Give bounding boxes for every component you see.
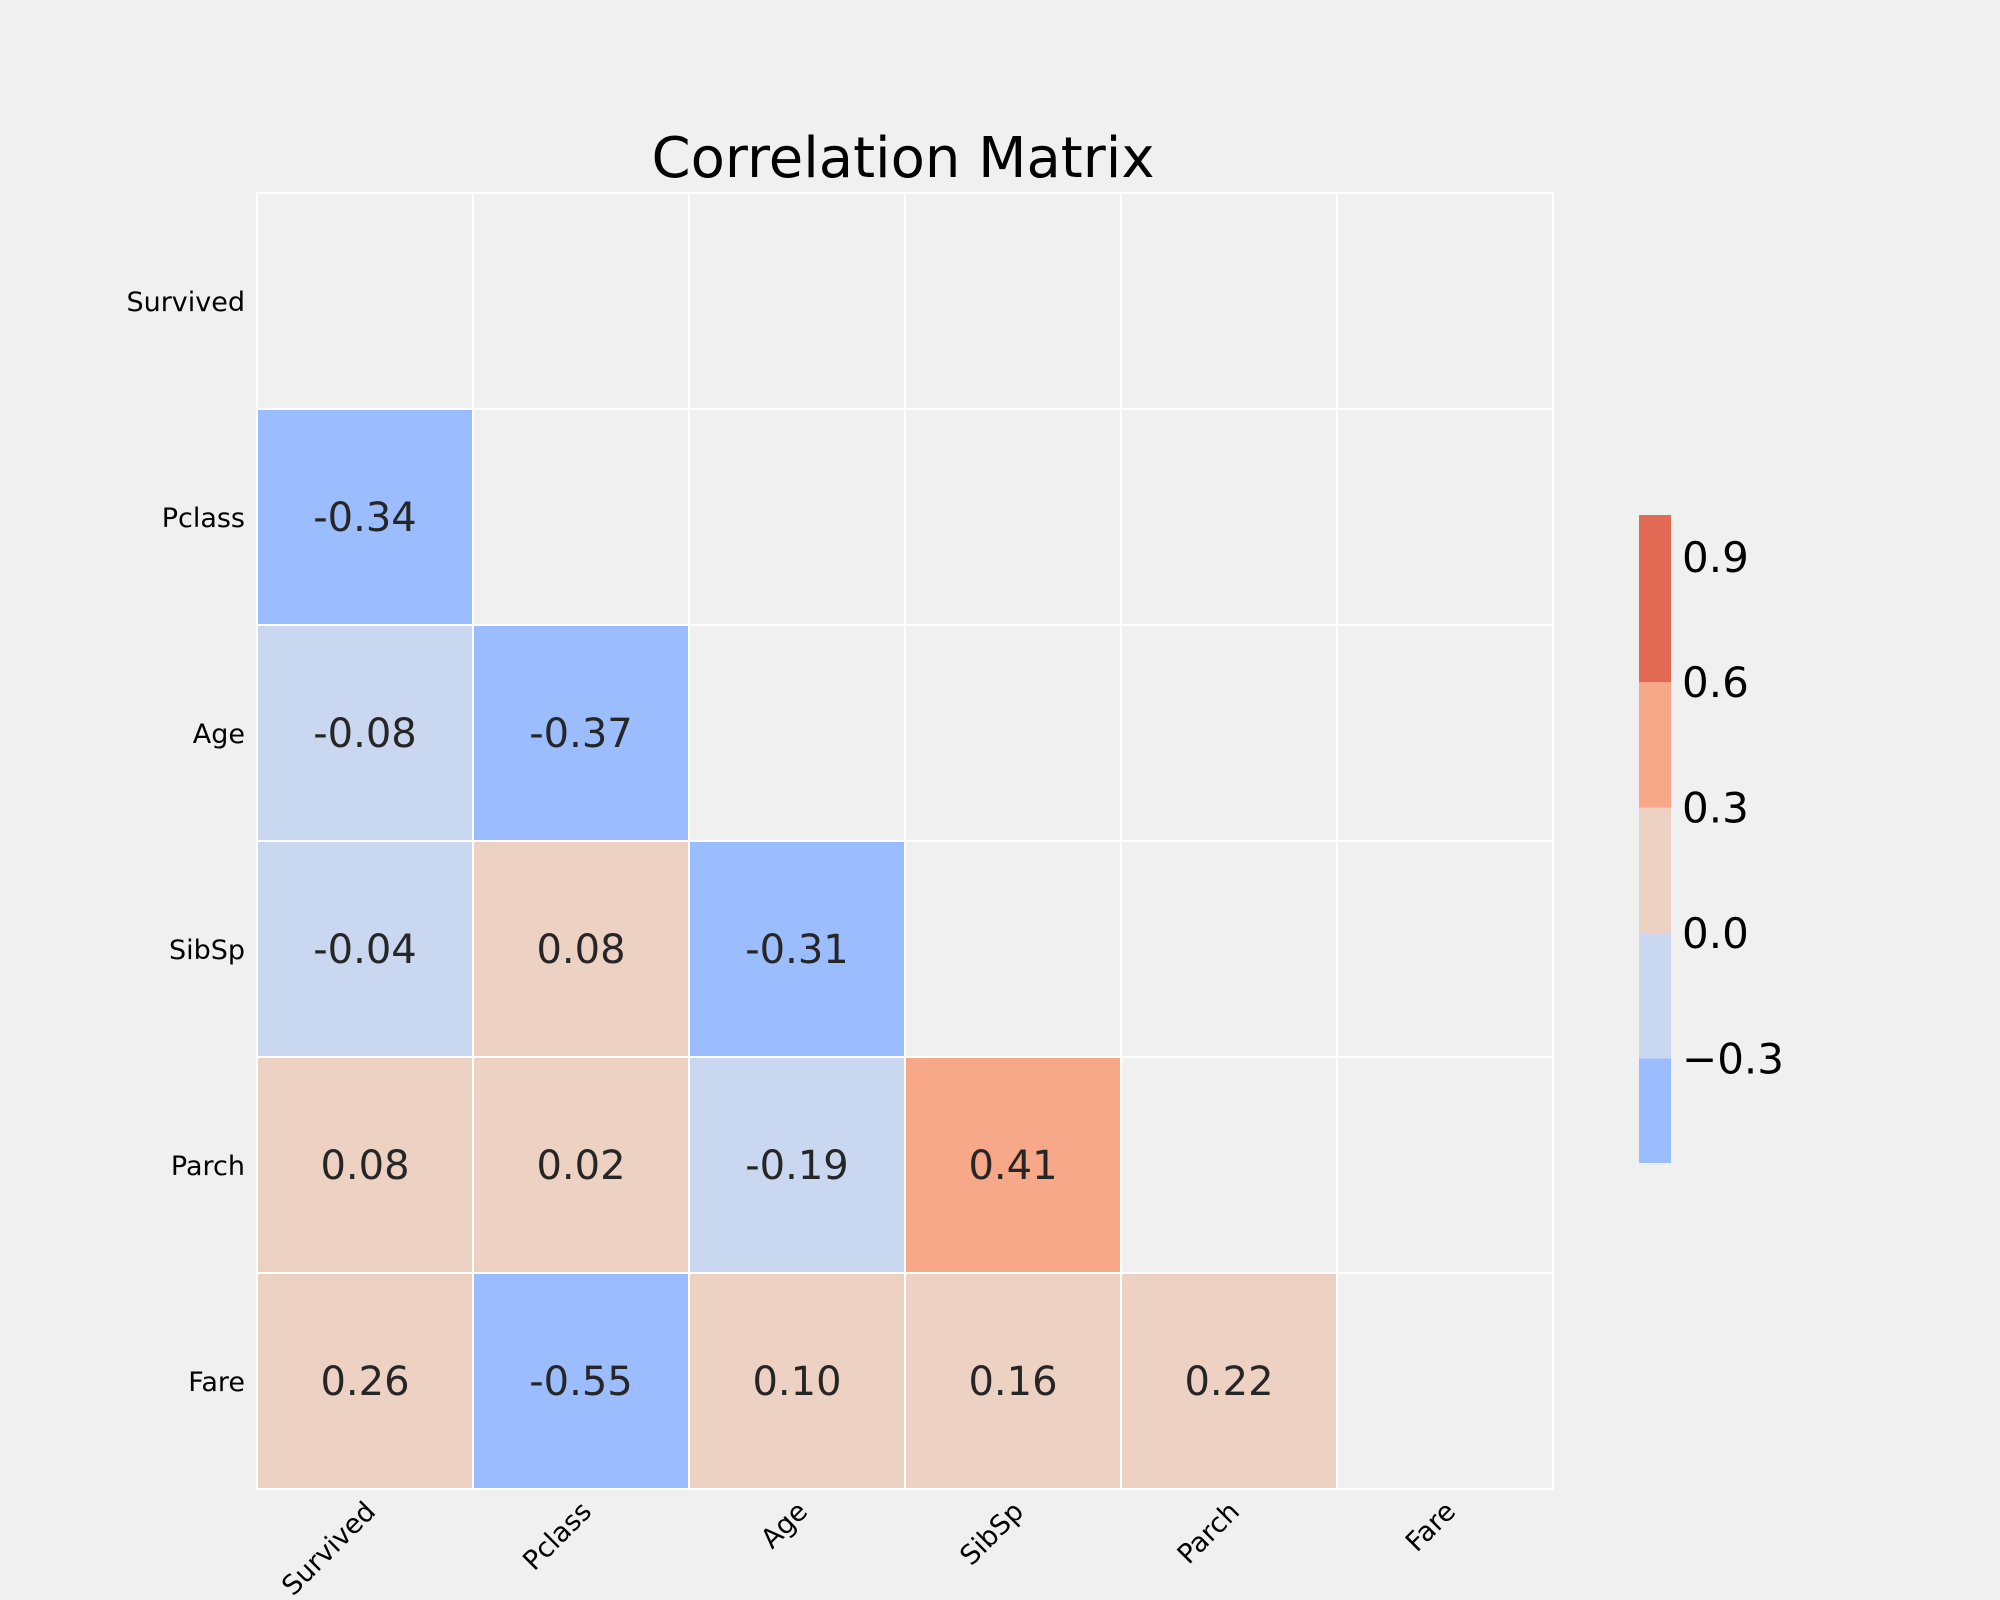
heatmap-cell-fare-survived xyxy=(257,1273,473,1489)
cell-label-sibsp-age: -0.31 xyxy=(745,927,849,973)
cell-label-sibsp-survived: -0.04 xyxy=(313,927,417,973)
cell-labels: -0.34 -0.08 -0.37 -0.04 0.08 -0.31 0.08 0.02 -0.… xyxy=(313,495,1273,1405)
heatmap-cell-sibsp-pclass xyxy=(473,841,689,1057)
heatmap-cell-parch-survived xyxy=(257,1057,473,1273)
colorbar-bin-4 xyxy=(1639,515,1671,683)
x-tick-label-sibsp: SibSp xyxy=(954,1496,1030,1572)
x-tick-label-survived: Survived xyxy=(276,1496,382,1600)
heatmap-cell-parch-pclass xyxy=(473,1057,689,1273)
colorbar-tick-label: 0.9 xyxy=(1682,533,1749,582)
y-tick-label-fare: Fare xyxy=(188,1367,245,1398)
heatmap-cell-fare-age xyxy=(689,1273,905,1489)
chart-title: Correlation Matrix xyxy=(652,126,1155,191)
cell-label-sibsp-pclass: 0.08 xyxy=(536,927,625,973)
heatmap-cell-parch-sibsp xyxy=(905,1057,1121,1273)
y-tick-label-survived: Survived xyxy=(126,287,245,318)
y-tick-label-pclass: Pclass xyxy=(162,503,245,534)
colorbar-bin-1 xyxy=(1639,933,1671,1059)
colorbar-bin-3 xyxy=(1639,682,1671,808)
x-tick-label-parch: Parch xyxy=(1172,1496,1246,1570)
heatmap-cell-fare-parch xyxy=(1121,1273,1337,1489)
cell-label-fare-age: 0.10 xyxy=(752,1359,841,1405)
cell-label-fare-sibsp: 0.16 xyxy=(968,1359,1057,1405)
x-tick-label-pclass: Pclass xyxy=(517,1496,598,1577)
cell-label-age-survived: -0.08 xyxy=(313,711,417,757)
y-axis-ticks: Survived Pclass Age SibSp Parch Fare xyxy=(126,287,245,1398)
heatmap-cells xyxy=(257,409,1337,1489)
cell-label-age-pclass: -0.37 xyxy=(529,711,633,757)
cell-label-fare-survived: 0.26 xyxy=(320,1359,409,1405)
cell-label-parch-sibsp: 0.41 xyxy=(968,1143,1057,1189)
cell-label-fare-parch: 0.22 xyxy=(1184,1359,1273,1405)
cell-label-pclass-survived: -0.34 xyxy=(313,495,417,541)
heatmap-cell-age-survived xyxy=(257,625,473,841)
heatmap-cell-sibsp-age xyxy=(689,841,905,1057)
colorbar: 0.9 0.6 0.3 0.0 −0.3 xyxy=(1639,515,1784,1163)
heatmap-cell-parch-age xyxy=(689,1057,905,1273)
y-tick-label-parch: Parch xyxy=(171,1151,245,1182)
heatmap-cell-fare-sibsp xyxy=(905,1273,1121,1489)
x-axis-ticks: Survived Pclass Age SibSp Parch Fare xyxy=(276,1496,1462,1600)
colorbar-bin-2 xyxy=(1639,807,1671,934)
colorbar-tick-label: 0.3 xyxy=(1682,784,1749,833)
colorbar-tick-label: −0.3 xyxy=(1682,1034,1784,1083)
colorbar-bin-0 xyxy=(1639,1058,1671,1163)
cell-label-parch-pclass: 0.02 xyxy=(536,1143,625,1189)
cell-label-parch-survived: 0.08 xyxy=(320,1143,409,1189)
heatmap-cell-pclass-survived xyxy=(257,409,473,625)
cell-label-fare-pclass: -0.55 xyxy=(529,1359,633,1405)
cell-label-parch-age: -0.19 xyxy=(745,1143,849,1189)
y-tick-label-age: Age xyxy=(193,719,245,750)
colorbar-tick-label: 0.6 xyxy=(1682,658,1749,707)
y-tick-label-sibsp: SibSp xyxy=(169,935,245,966)
x-tick-label-fare: Fare xyxy=(1400,1496,1462,1558)
heatmap-grid xyxy=(256,192,1554,1490)
heatmap-cell-age-pclass xyxy=(473,625,689,841)
heatmap-cell-fare-pclass xyxy=(473,1273,689,1489)
x-tick-label-age: Age xyxy=(755,1496,814,1555)
heatmap-cell-sibsp-survived xyxy=(257,841,473,1057)
colorbar-tick-label: 0.0 xyxy=(1682,909,1749,958)
